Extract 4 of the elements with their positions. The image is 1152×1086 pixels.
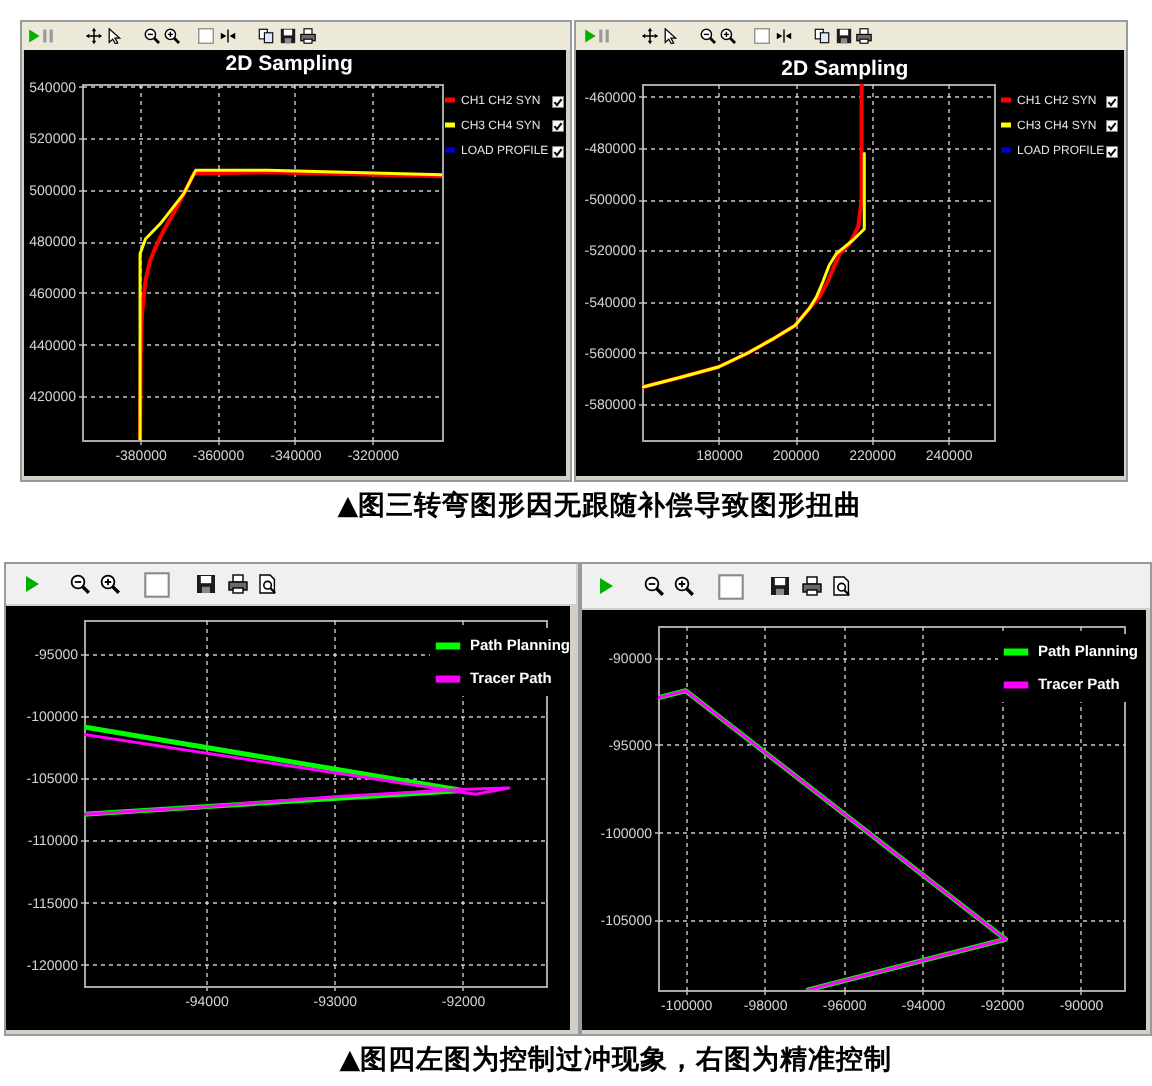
chart-title: 2D Sampling	[781, 57, 909, 81]
chart-title: 2D Sampling	[225, 51, 353, 76]
text: ▲图四左图为控制过冲现象，右图为精准控制	[337, 1044, 895, 1076]
text: ▲图三转弯图形因无跟随补偿导致图形扭曲	[335, 490, 865, 522]
